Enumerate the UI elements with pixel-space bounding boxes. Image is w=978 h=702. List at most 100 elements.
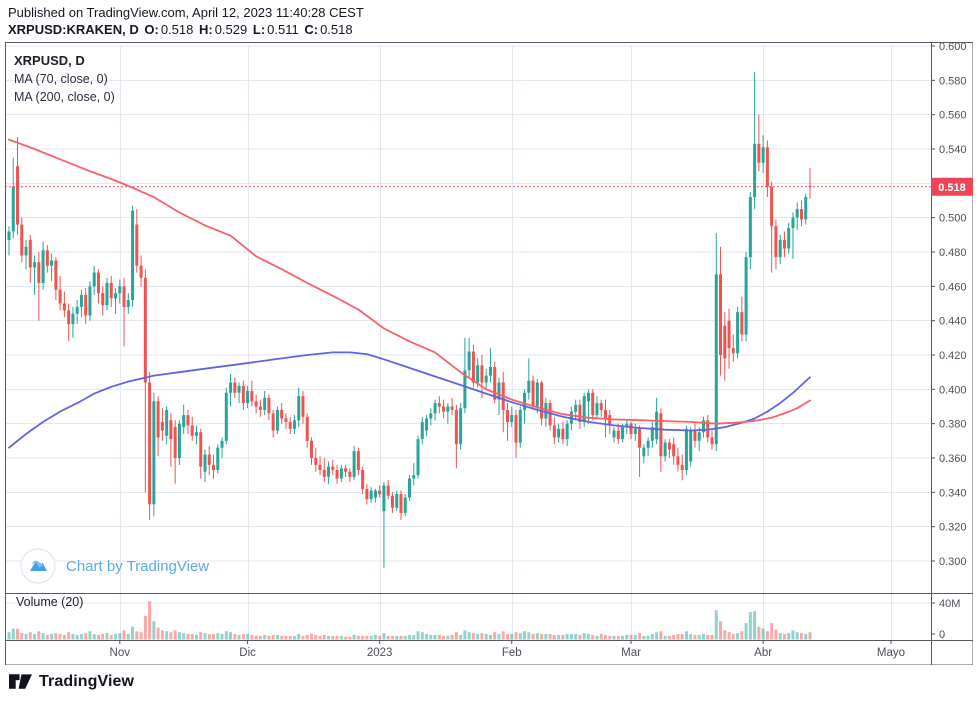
candle-body xyxy=(322,470,326,477)
candle-body xyxy=(676,456,680,465)
candle-body xyxy=(582,396,586,422)
tradingview-watermark[interactable]: Chart by TradingView xyxy=(20,548,209,584)
last-price-label: 0.518 xyxy=(931,177,973,196)
candle-body xyxy=(684,428,688,471)
candle-body xyxy=(335,470,339,479)
candle-body xyxy=(365,488,369,500)
candle-body xyxy=(514,415,518,443)
candle-body xyxy=(271,413,275,431)
price-tick-label: 0.380 xyxy=(939,419,967,431)
open-value: 0.518 xyxy=(160,22,194,37)
candle-body xyxy=(471,351,475,383)
candle-body xyxy=(395,494,399,508)
legend-ma-200[interactable]: MA (200, close, 0) xyxy=(14,90,115,104)
candle-body xyxy=(101,293,105,306)
candle-body xyxy=(638,428,642,448)
candle-body xyxy=(420,421,424,440)
candle-body xyxy=(731,348,735,354)
price-tick-label: 0.300 xyxy=(939,556,967,568)
candle-body xyxy=(510,415,514,422)
candle-body xyxy=(105,282,109,306)
candle-body xyxy=(220,440,224,448)
candle-body xyxy=(561,428,565,440)
candle-body xyxy=(203,454,207,472)
candle-body xyxy=(331,466,335,471)
candle-body xyxy=(382,485,386,512)
date-axis[interactable]: Nov Dic 2023 Feb Mar Abr Mayo xyxy=(110,640,905,659)
candle-body xyxy=(697,432,701,441)
candle-body xyxy=(663,442,667,457)
footer-brand[interactable]: TradingView xyxy=(9,671,134,692)
candle-body xyxy=(62,303,66,311)
candle-body xyxy=(761,147,765,163)
candle-body xyxy=(305,416,309,441)
candle-body xyxy=(770,186,774,227)
chart-legend: XRPUSD, D MA (70, close, 0) MA (200, clo… xyxy=(14,52,115,106)
candle-body xyxy=(659,413,663,457)
candle-body xyxy=(765,147,769,187)
candle-body xyxy=(378,490,382,495)
candle-body xyxy=(352,451,356,477)
legend-symbol[interactable]: XRPUSD, D xyxy=(14,53,85,68)
watermark-text[interactable]: Chart by TradingView xyxy=(66,557,210,575)
candle-body xyxy=(719,274,723,355)
candle-body xyxy=(314,458,318,465)
chart-frame: 0.600 0.580 0.560 0.540 0.500 0.480 0.460 0.440… xyxy=(5,42,973,665)
price-tick-label: 0.360 xyxy=(939,453,967,465)
candle-body xyxy=(586,392,590,402)
candle-body xyxy=(41,250,45,283)
tradingview-logo-icon xyxy=(9,674,32,689)
candle-body xyxy=(459,408,463,445)
candle-body xyxy=(795,209,799,218)
date-tick-label: Mar xyxy=(621,647,641,659)
candle-body xyxy=(450,406,454,410)
candle-body xyxy=(527,380,531,393)
candle-body xyxy=(416,439,420,476)
candle-body xyxy=(173,427,177,458)
candle-body xyxy=(667,442,671,450)
symbol-name: XRPUSD:KRAKEN, D xyxy=(8,22,139,37)
candle-body xyxy=(156,401,160,438)
candle-body xyxy=(480,365,484,383)
candle-body xyxy=(753,143,757,198)
candle-body xyxy=(50,260,54,266)
close-label: C: xyxy=(304,22,319,37)
candle-body xyxy=(412,475,416,479)
candle-body xyxy=(114,293,118,299)
legend-ma-70[interactable]: MA (70, close, 0) xyxy=(14,72,108,86)
candle-body xyxy=(591,392,595,416)
candle-body xyxy=(782,239,786,249)
candle-body xyxy=(139,265,143,278)
candle-body xyxy=(288,421,292,429)
candle-body xyxy=(646,440,650,448)
volume-indicator-label[interactable]: Volume (20) xyxy=(16,595,84,609)
candle-body xyxy=(152,401,156,505)
candle-body xyxy=(714,274,718,445)
price-tick-label: 0.480 xyxy=(939,247,967,259)
candle-body xyxy=(275,409,279,431)
candle-body xyxy=(263,397,267,410)
candle-body xyxy=(442,406,446,412)
symbol-ohlc-line: XRPUSD:KRAKEN, D O: 0.518 H: 0.529 L: 0.511… xyxy=(8,22,355,37)
candle-body xyxy=(408,478,411,498)
candle-body xyxy=(84,294,88,316)
candle-body xyxy=(284,418,288,422)
candle-body xyxy=(386,485,390,496)
volume-axis[interactable]: 40M 0 xyxy=(931,598,960,641)
svg-text:0.518: 0.518 xyxy=(938,182,966,194)
candle-body xyxy=(642,447,646,457)
candle-body xyxy=(54,260,58,290)
price-chart-canvas[interactable]: 0.600 0.580 0.560 0.540 0.500 0.480 0.460 0.440… xyxy=(5,42,973,665)
price-axis[interactable]: 0.600 0.580 0.560 0.540 0.500 0.480 0.460 0.440… xyxy=(931,42,967,568)
candle-body xyxy=(212,464,216,471)
candle-body xyxy=(748,197,752,258)
candle-body xyxy=(92,272,96,287)
candle-body xyxy=(599,403,603,410)
candle-body xyxy=(463,370,467,409)
candle-body xyxy=(186,415,190,426)
candle-body xyxy=(612,430,616,438)
price-tick-label: 0.340 xyxy=(939,487,967,499)
open-label: O: xyxy=(144,22,159,37)
candle-body xyxy=(493,367,497,400)
